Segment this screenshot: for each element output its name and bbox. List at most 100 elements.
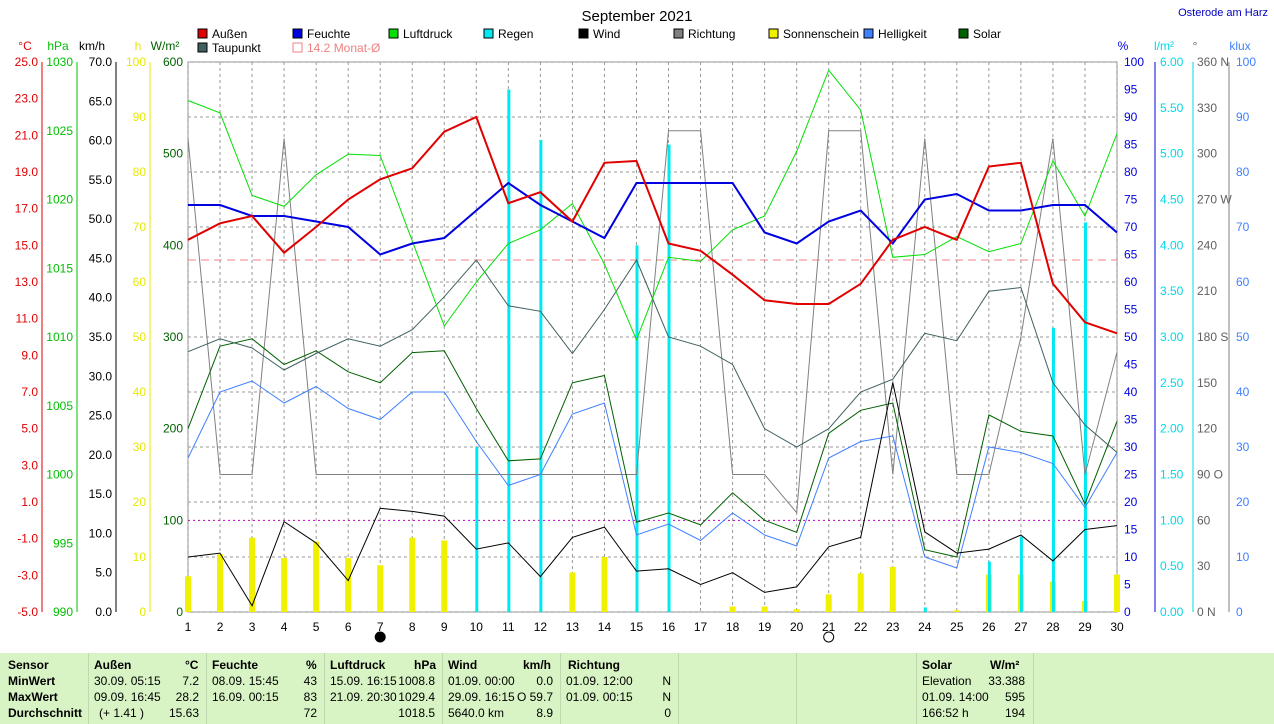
stats-feuchte-max: 83 — [303, 690, 317, 704]
lux-tick-label: 40 — [1236, 385, 1250, 399]
sunshine-bar — [281, 558, 288, 612]
humidity-tick-label: 90 — [1124, 110, 1138, 124]
legend-swatch — [483, 28, 494, 39]
stats-empty-1 — [678, 653, 797, 724]
direction-tick-label: 360 N — [1197, 55, 1229, 69]
solar-tick-label: 600 — [163, 55, 183, 69]
series-line-luftdruck — [187, 69, 1118, 342]
sunshine-bar — [409, 537, 416, 612]
wind-tick-label: 60.0 — [89, 134, 113, 148]
solar-axis-unit: W/m² — [151, 39, 180, 53]
sun-tick-label: 90 — [133, 110, 147, 124]
humidity-tick-label: 0 — [1124, 605, 1131, 619]
rain-axis-unit: l/m² — [1154, 39, 1174, 53]
legend-label: Taupunkt — [212, 41, 261, 55]
rain-tick-label: 2.00 — [1160, 422, 1184, 436]
direction-tick-label: 120 — [1197, 422, 1217, 436]
x-tick-label: 4 — [281, 620, 288, 634]
humidity-tick-label: 100 — [1124, 55, 1144, 69]
rain-bar — [667, 144, 671, 612]
direction-tick-label: 210 — [1197, 284, 1217, 298]
rain-tick-label: 5.00 — [1160, 147, 1184, 161]
series-line-taupunkt — [187, 258, 1118, 453]
temp-tick-label: 25.0 — [15, 55, 39, 69]
humidity-tick-label: 55 — [1124, 303, 1138, 317]
sunshine-bar — [249, 537, 256, 612]
humidity-tick-label: 65 — [1124, 248, 1138, 262]
rain-tick-label: 1.50 — [1160, 468, 1184, 482]
humidity-tick-label: 10 — [1124, 550, 1138, 564]
temp-tick-label: 19.0 — [15, 165, 39, 179]
x-tick-label: 17 — [694, 620, 708, 634]
wind-tick-label: 5.0 — [95, 566, 112, 580]
legend-label: Wind — [593, 27, 620, 41]
direction-tick-label: 0 N — [1197, 605, 1216, 619]
sun-tick-label: 20 — [133, 495, 147, 509]
wind-tick-label: 30.0 — [89, 369, 113, 383]
x-tick-label: 23 — [886, 620, 900, 634]
wind-tick-label: 10.0 — [89, 526, 113, 540]
rain-bar — [923, 607, 927, 612]
sunshine-bar — [217, 554, 224, 612]
sunshine-bar — [441, 540, 448, 612]
sunshine-bar — [569, 572, 576, 612]
temp-tick-label: 21.0 — [15, 128, 39, 142]
x-tick-label: 2 — [217, 620, 224, 634]
legend-swatch — [292, 42, 303, 53]
wind-tick-label: 50.0 — [89, 212, 113, 226]
pressure-tick-label: 1015 — [46, 261, 73, 275]
humidity-tick-label: 95 — [1124, 83, 1138, 97]
pressure-tick-label: 1010 — [46, 330, 73, 344]
solar-tick-label: 500 — [163, 147, 183, 161]
stats-row-min: MinWert — [8, 674, 56, 688]
x-tick-label: 9 — [441, 620, 448, 634]
humidity-tick-label: 25 — [1124, 468, 1138, 482]
stats-solar-max-date: 01.09. 14:00 — [922, 690, 989, 704]
legend-label: Richtung — [688, 27, 735, 41]
x-tick-label: 21 — [822, 620, 836, 634]
stats-solar-title: Solar — [922, 658, 953, 672]
legend-label: 14.2 Monat-Ø — [307, 41, 380, 55]
x-tick-label: 30 — [1110, 620, 1124, 634]
lux-tick-label: 80 — [1236, 165, 1250, 179]
pressure-tick-label: 1025 — [46, 124, 73, 138]
stats-luftdruck-avg: 1018.5 — [398, 706, 435, 720]
temp-tick-label: -3.0 — [17, 568, 38, 582]
direction-tick-label: 270 W — [1197, 193, 1232, 207]
legend-label: Luftdruck — [403, 27, 453, 41]
lux-tick-label: 30 — [1236, 440, 1250, 454]
stats-luftdruck-title: Luftdruck — [330, 658, 386, 672]
wind-tick-label: 55.0 — [89, 173, 113, 187]
direction-tick-label: 30 — [1197, 559, 1211, 573]
stats-aussen-max-date: 09.09. 16:45 — [94, 690, 161, 704]
legend-label: Regen — [498, 27, 533, 41]
x-tick-label: 24 — [918, 620, 932, 634]
x-tick-label: 26 — [982, 620, 996, 634]
stats-solar-elevation: 33.388 — [988, 674, 1025, 688]
rain-tick-label: 3.00 — [1160, 330, 1184, 344]
stats-richtung-avg: 0 — [664, 706, 671, 720]
wind-tick-label: 45.0 — [89, 251, 113, 265]
x-tick-label: 18 — [726, 620, 740, 634]
stats-solar-unit: W/m² — [990, 658, 1020, 672]
sunshine-bar — [185, 576, 191, 612]
solar-tick-label: 300 — [163, 330, 183, 344]
legend-swatch — [863, 28, 874, 39]
direction-tick-label: 240 — [1197, 238, 1217, 252]
stats-aussen-min: 7.2 — [182, 674, 199, 688]
humidity-tick-label: 45 — [1124, 358, 1138, 372]
stats-aussen-unit: °C — [185, 658, 199, 672]
sun-tick-label: 100 — [126, 55, 146, 69]
x-tick-label: 20 — [790, 620, 804, 634]
sunshine-bar — [793, 609, 800, 612]
x-tick-label: 10 — [470, 620, 484, 634]
wind-tick-label: 20.0 — [89, 448, 113, 462]
stats-wind: Wind km/h 01.09. 00:00 0.0 29.09. 16:15 … — [442, 653, 559, 724]
sun-tick-label: 70 — [133, 220, 147, 234]
temp-tick-label: 23.0 — [15, 92, 39, 106]
temp-tick-label: 3.0 — [21, 458, 38, 472]
stats-solar-max: 595 — [1004, 690, 1025, 704]
x-tick-label: 16 — [662, 620, 676, 634]
stats-wind-avg: 8.9 — [536, 706, 553, 720]
rain-tick-label: 0.50 — [1160, 559, 1184, 573]
